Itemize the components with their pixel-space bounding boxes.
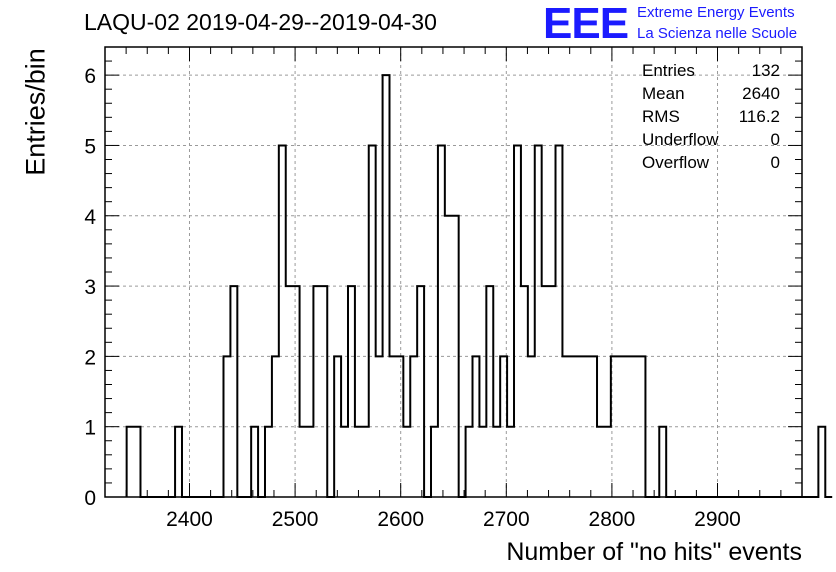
stat-label: Underflow — [642, 130, 719, 149]
y-tick-label: 3 — [84, 276, 96, 299]
eee-logo: EEE — [543, 0, 629, 48]
logo-text-line1: Extreme Energy Events — [637, 4, 795, 21]
x-tick-label: 2900 — [694, 508, 741, 531]
y-tick-label: 2 — [84, 346, 96, 369]
y-tick-label: 5 — [84, 135, 96, 158]
stat-label: Overflow — [642, 153, 710, 172]
x-axis-label: Number of "no hits" events — [506, 538, 802, 566]
stat-row: Overflow 0 — [642, 151, 780, 174]
chart-title: LAQU-02 2019-04-29--2019-04-30 — [84, 9, 437, 35]
y-tick-label: 6 — [84, 65, 96, 88]
stat-value: 116.2 — [738, 107, 780, 126]
stat-label: Mean — [642, 84, 685, 103]
x-tick-label: 2500 — [272, 508, 319, 531]
y-axis-label: Entries/bin — [20, 48, 51, 176]
x-tick-label: 2700 — [483, 508, 530, 531]
logo-text-line2: La Scienza nelle Scuole — [637, 25, 798, 42]
stat-value: 2640 — [742, 84, 780, 103]
x-tick-label: 2400 — [166, 508, 213, 531]
stat-label: Entries — [642, 61, 695, 80]
x-tick-label: 2600 — [377, 508, 424, 531]
stat-row: Mean 2640 — [642, 82, 780, 105]
stat-row: Entries 132 — [642, 59, 780, 82]
y-tick-label: 0 — [84, 487, 96, 510]
stat-row: RMS 116.2 — [642, 105, 780, 128]
stats-box: Entries 132 Mean 2640 RMS 116.2 Underflo… — [642, 59, 780, 174]
x-tick-label: 2800 — [589, 508, 636, 531]
stat-value: 0 — [770, 153, 780, 172]
stat-label: RMS — [642, 107, 680, 126]
stat-row: Underflow 0 — [642, 128, 780, 151]
y-tick-label: 1 — [84, 417, 96, 440]
stat-value: 132 — [751, 61, 780, 80]
y-tick-label: 4 — [84, 206, 96, 229]
stat-value: 0 — [770, 130, 780, 149]
